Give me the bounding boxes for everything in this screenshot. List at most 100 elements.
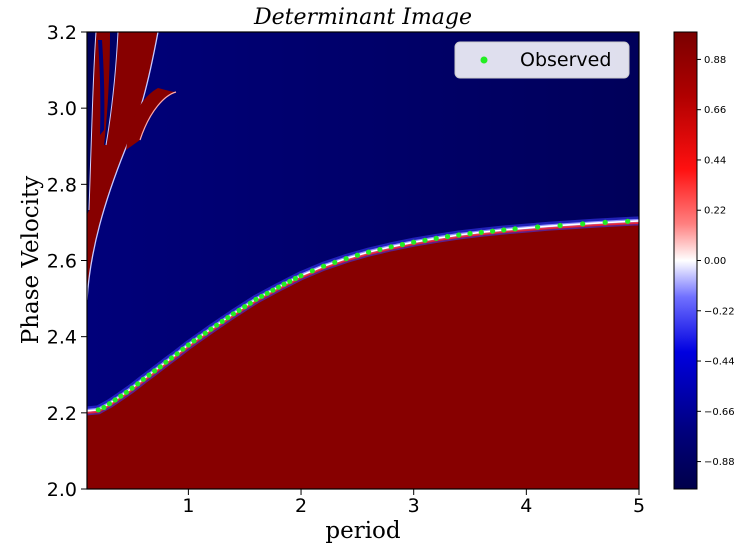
observed-point: [163, 359, 169, 365]
observed-point: [332, 259, 338, 265]
observed-point: [129, 385, 135, 391]
observed-point: [366, 249, 372, 255]
observed-point: [399, 241, 405, 248]
observed-point: [157, 364, 163, 370]
observed-point: [625, 218, 631, 224]
higher-mode-spur-edge: [139, 91, 177, 141]
observed-point: [444, 233, 451, 240]
observed-point: [247, 300, 253, 306]
observed-point: [501, 227, 507, 233]
y-axis-label: Phase Velocity: [18, 176, 44, 345]
observed-point: [298, 273, 304, 279]
observed-point: [140, 376, 146, 382]
x-tick-label: 5: [633, 495, 645, 517]
observed-point: [478, 229, 484, 235]
x-axis-ticks: 1 2 3 4 5: [182, 489, 645, 517]
colorbar-tick-label: 0.88: [704, 55, 726, 66]
observed-point: [580, 221, 586, 227]
observed-point: [118, 393, 124, 399]
colorbar-tick-label: −0.66: [704, 407, 735, 418]
colorbar-gradient: [674, 32, 697, 489]
x-tick-label: 4: [520, 495, 532, 517]
legend-box: [454, 41, 630, 79]
observed-point: [123, 389, 129, 395]
observed-point: [512, 226, 518, 232]
observed-point: [225, 315, 231, 321]
observed-point: [433, 235, 439, 241]
legend-label: Observed: [520, 49, 611, 71]
observed-point: [230, 311, 236, 317]
colorbar-tick-label: −0.44: [704, 357, 735, 368]
observed-point: [490, 228, 496, 234]
observed-point: [236, 307, 242, 313]
observed-point: [281, 281, 287, 287]
colorbar-tick-label: −0.88: [704, 457, 735, 468]
observed-point: [202, 330, 208, 336]
observed-point: [264, 290, 270, 296]
higher-mode-gap-3-edge: [105, 32, 119, 146]
observed-point: [259, 293, 265, 299]
y-tick-label: 2.2: [47, 403, 77, 425]
observed-point: [287, 278, 293, 284]
x-tick-label: 2: [295, 495, 307, 517]
observed-point: [191, 338, 197, 344]
observed-points: [95, 218, 631, 413]
observed-point: [270, 287, 276, 293]
observed-point: [253, 296, 259, 302]
higher-mode-gap-3: [104, 32, 118, 145]
observed-point: [411, 239, 417, 245]
higher-mode-wedge-edge: [87, 32, 159, 301]
observed-point: [242, 304, 248, 310]
colorbar-tick-label: −0.22: [704, 306, 735, 317]
observed-point: [343, 256, 349, 262]
observed-point: [146, 372, 152, 378]
y-tick-label: 3.0: [47, 98, 77, 120]
observed-point: [106, 401, 113, 407]
observed-point: [602, 219, 608, 225]
colorbar: 0.88 0.66 0.44 0.22 0.00 −0.22 −0.44 −0.66 −0.88: [673, 31, 735, 490]
determinant-heatmap: [87, 32, 639, 489]
legend: Observed: [454, 41, 630, 79]
observed-point: [152, 368, 158, 374]
x-tick-label: 3: [408, 495, 420, 517]
higher-mode-spur: [126, 88, 176, 150]
colorbar-tick-label: 0.44: [704, 155, 726, 166]
observed-point: [292, 275, 298, 281]
y-tick-label: 2.6: [47, 251, 77, 273]
observed-point: [219, 318, 225, 324]
higher-mode-gap-2: [98, 40, 105, 135]
higher-mode-features: [87, 32, 177, 301]
observed-point: [535, 224, 541, 230]
observed-point: [275, 284, 282, 290]
observed-point: [321, 263, 327, 269]
colorbar-tick-label: 0.22: [704, 206, 726, 217]
y-axis-ticks: 2.0 2.2 2.4 2.6 2.8 3.0 3.2: [47, 22, 87, 501]
observed-point: [557, 222, 563, 229]
observed-point: [467, 230, 473, 237]
observed-point: [185, 342, 191, 348]
observed-point: [456, 232, 462, 238]
observed-point: [112, 397, 118, 403]
observed-point: [377, 246, 383, 253]
observed-point: [95, 407, 101, 413]
colorbar-tick-label: 0.66: [704, 105, 726, 116]
legend-marker: [480, 56, 488, 64]
higher-mode-wedge: [87, 32, 158, 300]
y-tick-label: 3.2: [47, 22, 77, 44]
observed-point: [135, 381, 141, 387]
x-axis-label: period: [325, 518, 401, 544]
higher-mode-gap-1-edge: [88, 32, 97, 211]
observed-point: [388, 244, 394, 250]
observed-point: [208, 326, 214, 332]
positive-region: [87, 220, 639, 489]
y-tick-label: 2.0: [47, 479, 77, 501]
observed-point: [422, 237, 428, 243]
x-tick-label: 1: [182, 495, 194, 517]
observed-point: [168, 355, 175, 361]
colorbar-tick-label: 0.00: [704, 256, 726, 267]
observed-point: [180, 346, 186, 352]
observed-point: [214, 322, 220, 328]
y-tick-label: 2.8: [47, 174, 77, 196]
observed-point: [174, 351, 180, 357]
